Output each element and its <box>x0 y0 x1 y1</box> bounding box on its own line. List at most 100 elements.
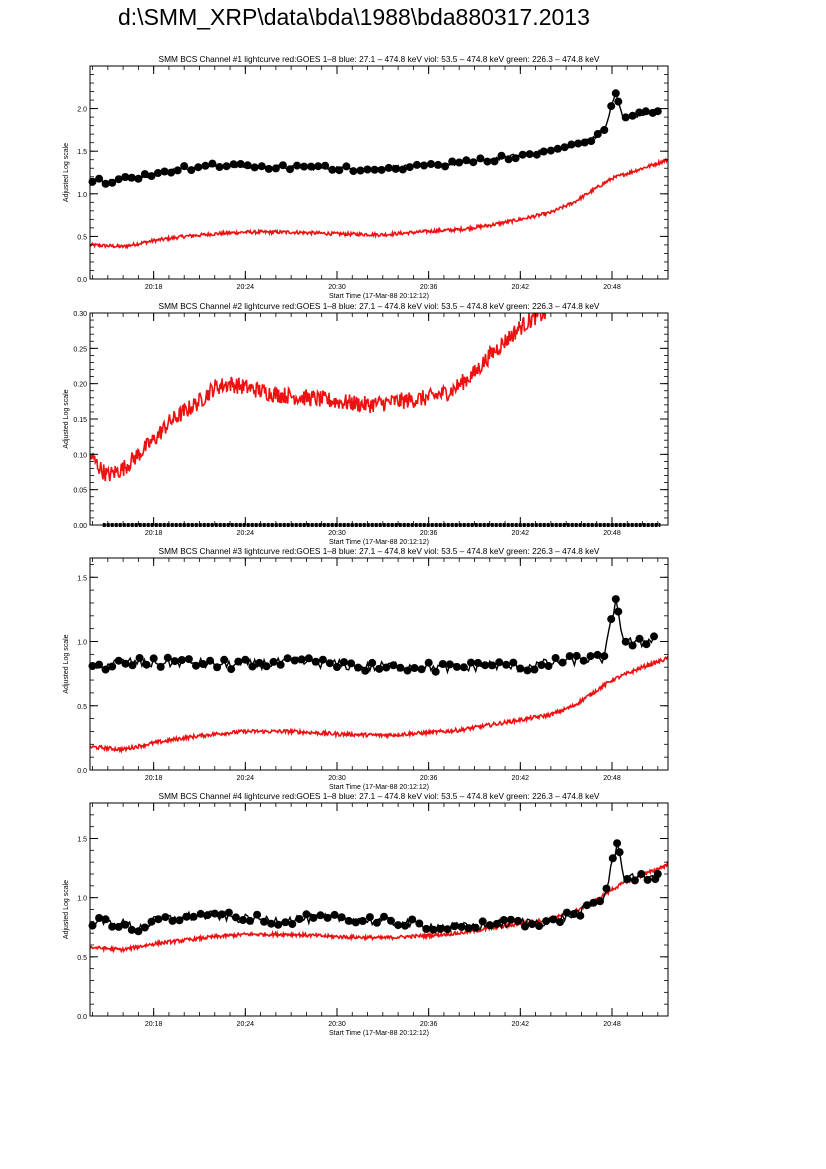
bcs-data-point <box>389 661 398 670</box>
bcs-data-point <box>497 151 506 160</box>
bcs-data-point <box>121 920 130 929</box>
bcs-data-point <box>574 139 583 148</box>
bcs-data-point <box>349 167 358 176</box>
bcs-data-point <box>387 916 395 925</box>
bcs-data-point <box>161 913 170 922</box>
bcs-data-point <box>587 137 596 146</box>
bcs-data-point <box>615 848 624 857</box>
bcs-data-point <box>154 915 163 924</box>
bcs-data-point <box>467 658 475 667</box>
bcs-data-point <box>236 160 245 168</box>
bcs-data-point <box>220 655 229 664</box>
bcs-data-point <box>370 165 379 174</box>
bcs-data-point <box>187 166 196 175</box>
bcs-data-point <box>464 924 473 933</box>
bcs-data-point <box>255 658 264 667</box>
bcs-data-point <box>630 876 639 885</box>
x-tick-label: 20:48 <box>603 1021 621 1028</box>
bcs-data-point <box>499 916 508 924</box>
bcs-data-point <box>108 662 117 671</box>
bcs-data-point <box>231 913 240 922</box>
x-axis-label: Start Time (17-Mar-88 20:12:12) <box>329 293 429 300</box>
bcs-data-point <box>243 161 252 170</box>
bcs-data-point <box>134 927 143 936</box>
bcs-data-point <box>323 913 332 922</box>
bcs-data-point <box>415 919 424 928</box>
bcs-data-point <box>635 634 644 643</box>
x-tick-label: 20:42 <box>512 284 530 291</box>
y-tick-label: 0.5 <box>77 955 87 962</box>
chart-title: SMM BCS Channel #1 lightcurve red:GOES 1… <box>159 54 600 64</box>
bcs-data-point <box>607 102 616 111</box>
bcs-data-point <box>156 662 165 671</box>
y-axis-label: Adjusted Log scale <box>63 389 70 448</box>
bcs-data-point <box>325 659 334 668</box>
bcs-data-point <box>471 923 480 932</box>
bcs-data-point <box>542 917 551 926</box>
x-tick-label: 20:24 <box>237 530 255 537</box>
bcs-data-point <box>628 111 637 120</box>
bcs-data-point <box>556 918 564 927</box>
bcs-data-point <box>163 653 172 662</box>
y-tick-label: 1.0 <box>77 192 87 199</box>
bcs-data-point <box>241 655 250 664</box>
bcs-data-point <box>492 919 501 928</box>
bcs-data-point <box>459 663 468 672</box>
y-tick-label: 0.5 <box>77 234 87 241</box>
bcs-data-point <box>551 654 560 662</box>
bcs-data-point <box>227 665 236 674</box>
bcs-data-point <box>528 920 537 929</box>
bcs-data-point <box>384 163 393 172</box>
bcs-data-point <box>408 915 417 924</box>
bcs-data-point <box>260 917 269 926</box>
bcs-data-point <box>420 161 428 170</box>
bcs-data-point <box>422 924 431 933</box>
bcs-data-point <box>596 897 604 906</box>
x-tick-label: 20:18 <box>145 1021 163 1028</box>
bcs-data-point <box>438 660 447 668</box>
bcs-data-point <box>398 165 407 174</box>
bcs-data-point <box>274 920 283 929</box>
y-tick-label: 0.0 <box>77 768 87 775</box>
bcs-data-point <box>567 140 576 149</box>
bcs-data-point <box>264 164 273 173</box>
bcs-data-point <box>635 108 644 117</box>
bcs-data-point <box>532 150 541 159</box>
bcs-data-point <box>201 161 210 170</box>
x-tick-label: 20:36 <box>420 284 438 291</box>
bcs-data-point <box>623 875 632 883</box>
bcs-data-point <box>462 156 471 165</box>
bcs-data-point <box>229 160 238 169</box>
chart-title: SMM BCS Channel #2 lightcurve red:GOES 1… <box>159 301 600 311</box>
y-tick-label: 0.10 <box>73 452 87 459</box>
bcs-data-point <box>377 165 386 174</box>
bcs-data-point <box>121 173 130 181</box>
bcs-data-point <box>602 884 611 893</box>
bcs-data-point <box>375 664 384 673</box>
y-tick-label: 1.0 <box>77 640 87 647</box>
y-tick-label: 0.5 <box>77 704 87 711</box>
chart-title: SMM BCS Channel #4 lightcurve red:GOES 1… <box>159 791 600 801</box>
bcs-data-point <box>121 659 130 668</box>
chart-title: SMM BCS Channel #3 lightcurve red:GOES 1… <box>159 546 600 556</box>
bcs-data-point <box>485 921 494 930</box>
bcs-data-point <box>434 160 443 169</box>
bcs-data-point <box>199 660 207 668</box>
bcs-data-point <box>257 162 266 171</box>
bcs-data-point <box>553 144 562 153</box>
x-tick-label: 20:48 <box>603 775 621 782</box>
bcs-data-point <box>262 662 271 671</box>
bcs-data-point <box>448 157 457 166</box>
bcs-data-point <box>521 922 529 931</box>
bcs-data-point <box>653 107 662 116</box>
bcs-data-point <box>246 916 254 925</box>
bcs-data-point <box>401 921 410 930</box>
bcs-data-point <box>535 922 544 930</box>
bcs-data-point <box>516 664 525 673</box>
x-tick-label: 20:24 <box>237 775 255 782</box>
bcs-data-point <box>560 143 569 152</box>
bcs-data-point <box>192 661 200 670</box>
x-tick-label: 20:42 <box>512 775 530 782</box>
bcs-data-point <box>607 615 616 624</box>
bcs-data-point <box>586 652 595 661</box>
